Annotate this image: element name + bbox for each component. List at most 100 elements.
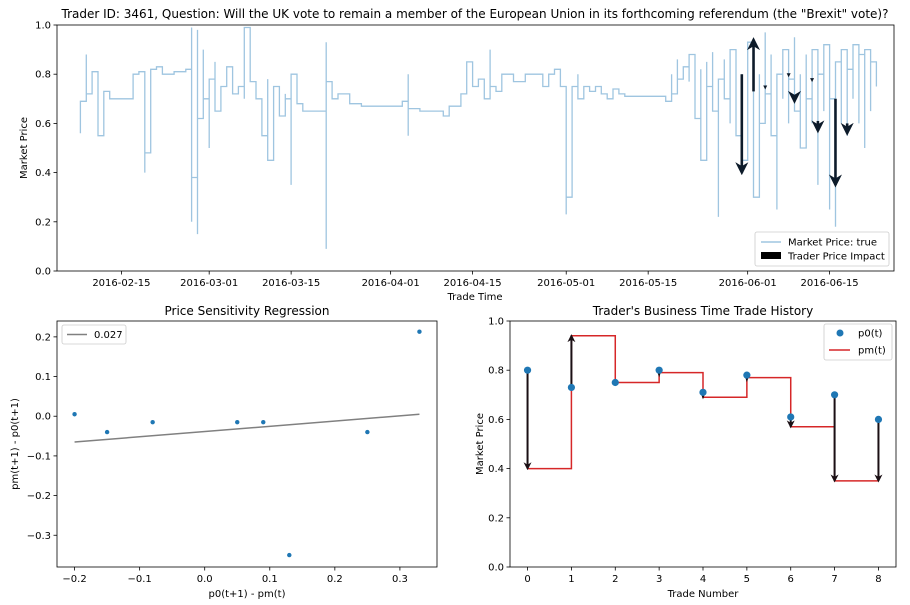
legend-p0-swatch <box>836 329 844 337</box>
legend-entry-p0: p0(t) <box>858 329 883 340</box>
history-y-ticks: 0.0 0.2 0.4 0.6 0.8 1.0 <box>488 317 510 574</box>
x-tick-label: 2016-03-15 <box>262 278 320 289</box>
regression-point <box>104 429 110 435</box>
x-tick-label: 1 <box>568 574 574 585</box>
y-tick-label: −0.3 <box>27 531 51 542</box>
y-tick-label: 0.2 <box>488 513 504 524</box>
y-tick-label: 0.0 <box>488 563 504 574</box>
regression-chart: Price Sensitivity Regression −0.2 −0.1 0.0… <box>10 304 438 600</box>
p0-point <box>567 383 576 392</box>
x-tick-label: 6 <box>788 574 794 585</box>
regression-point <box>417 329 422 334</box>
x-tick-label: 2 <box>612 574 618 585</box>
history-x-ticks: 0 1 2 3 4 5 6 7 8 <box>524 567 882 585</box>
regression-plot-frame <box>56 320 438 568</box>
regression-y-ticks: −0.3 −0.2 −0.1 0.0 0.1 0.2 <box>27 332 57 542</box>
history-y-axis-label: Market Price <box>475 413 486 475</box>
x-tick-label: 3 <box>656 574 662 585</box>
y-tick-label: −0.2 <box>27 491 51 502</box>
p0-point <box>743 371 751 379</box>
legend-entry-price-impact: Trader Price Impact <box>787 252 885 263</box>
x-tick-label: 0.1 <box>262 574 278 585</box>
top-x-ticks: 2016-02-15 2016-03-01 2016-03-15 2016-04-01… <box>92 271 859 289</box>
y-tick-label: 0.0 <box>35 267 51 278</box>
y-tick-label: 0.0 <box>35 412 51 423</box>
price-impact-arrow <box>810 78 815 83</box>
x-tick-label: 8 <box>875 574 881 585</box>
regression-point <box>150 419 155 425</box>
y-tick-label: 0.4 <box>35 168 51 179</box>
pm-step-line <box>527 335 879 482</box>
x-tick-label: 0.0 <box>197 574 213 585</box>
top-chart-title: Trader ID: 3461, Question: Will the UK v… <box>61 7 889 21</box>
regression-legend-box <box>61 324 127 345</box>
p0-point <box>699 388 707 396</box>
price-impact-arrow <box>786 73 791 78</box>
x-tick-label: 2016-02-15 <box>92 278 150 289</box>
history-legend: p0(t) pm(t) <box>823 323 893 361</box>
top-chart: Trader ID: 3461, Question: Will the UK v… <box>19 7 895 303</box>
y-tick-label: 1.0 <box>35 21 51 32</box>
regression-y-axis-label: pm(t+1) - p0(t+1) <box>10 398 21 490</box>
x-tick-label: 0.2 <box>327 574 343 585</box>
p0-point <box>611 378 619 387</box>
x-tick-label: 2016-05-15 <box>619 278 677 289</box>
regression-chart-title: Price Sensitivity Regression <box>164 304 329 318</box>
history-chart-title: Trader's Business Time Trade History <box>592 304 813 318</box>
p0-point <box>830 391 839 399</box>
regression-point <box>365 429 370 435</box>
x-tick-label: 2016-04-01 <box>362 278 420 289</box>
p0-point <box>655 366 663 374</box>
top-y-ticks: 0.0 0.2 0.4 0.6 0.8 1.0 <box>35 21 57 278</box>
x-tick-label: 0 <box>524 574 530 585</box>
y-tick-label: 0.1 <box>35 372 51 383</box>
regression-fit-line <box>74 413 420 443</box>
regression-legend: 0.027 <box>61 324 127 345</box>
market-price-line <box>79 26 878 249</box>
y-tick-label: 0.2 <box>35 217 51 228</box>
p0-point <box>523 366 532 374</box>
top-x-axis-label: Trade Time <box>446 292 502 303</box>
regression-x-ticks: −0.2 −0.1 0.0 0.1 0.2 0.3 <box>62 567 408 585</box>
x-tick-label: 4 <box>700 574 706 585</box>
top-legend-box <box>754 231 890 267</box>
x-tick-label: 5 <box>744 574 750 585</box>
top-legend: Market Price: true Trader Price Impact <box>754 231 890 267</box>
legend-entry-market-price: Market Price: true <box>788 238 877 249</box>
top-plot-area <box>79 26 878 249</box>
regression-plot-area <box>72 329 422 558</box>
regression-point <box>261 419 266 425</box>
legend-entry-pm: pm(t) <box>858 346 886 357</box>
legend-entry-slope: 0.027 <box>94 330 123 341</box>
y-tick-label: 1.0 <box>488 317 504 328</box>
x-tick-label: 7 <box>831 574 837 585</box>
x-tick-label: 2016-03-01 <box>180 278 238 289</box>
price-impact-arrow <box>763 85 768 90</box>
x-tick-label: 2016-05-01 <box>537 278 595 289</box>
y-tick-label: 0.8 <box>35 70 51 81</box>
y-tick-label: 0.6 <box>488 415 504 426</box>
x-tick-label: −0.2 <box>62 574 86 585</box>
y-tick-label: 0.2 <box>35 332 51 343</box>
top-plot-frame <box>56 24 895 272</box>
y-tick-label: 0.4 <box>488 464 504 475</box>
p0-point <box>874 415 883 423</box>
top-y-axis-label: Market Price <box>19 117 30 179</box>
legend-patch-swatch <box>761 252 781 259</box>
x-tick-label: 2016-06-15 <box>801 278 859 289</box>
history-chart: Trader's Business Time Trade History 0 1 2… <box>475 304 897 600</box>
y-tick-label: −0.1 <box>27 451 51 462</box>
regression-point <box>72 412 77 417</box>
p0-point <box>787 413 795 421</box>
regression-point <box>235 419 240 425</box>
x-tick-label: 0.3 <box>392 574 408 585</box>
x-tick-label: 2016-04-15 <box>444 278 502 289</box>
y-tick-label: 0.6 <box>35 119 51 130</box>
regression-x-axis-label: p0(t+1) - pm(t) <box>209 589 286 600</box>
regression-point <box>287 552 292 558</box>
x-tick-label: −0.1 <box>127 574 151 585</box>
history-x-axis-label: Trade Number <box>667 589 740 600</box>
y-tick-label: 0.8 <box>488 366 504 377</box>
x-tick-label: 2016-06-01 <box>719 278 777 289</box>
